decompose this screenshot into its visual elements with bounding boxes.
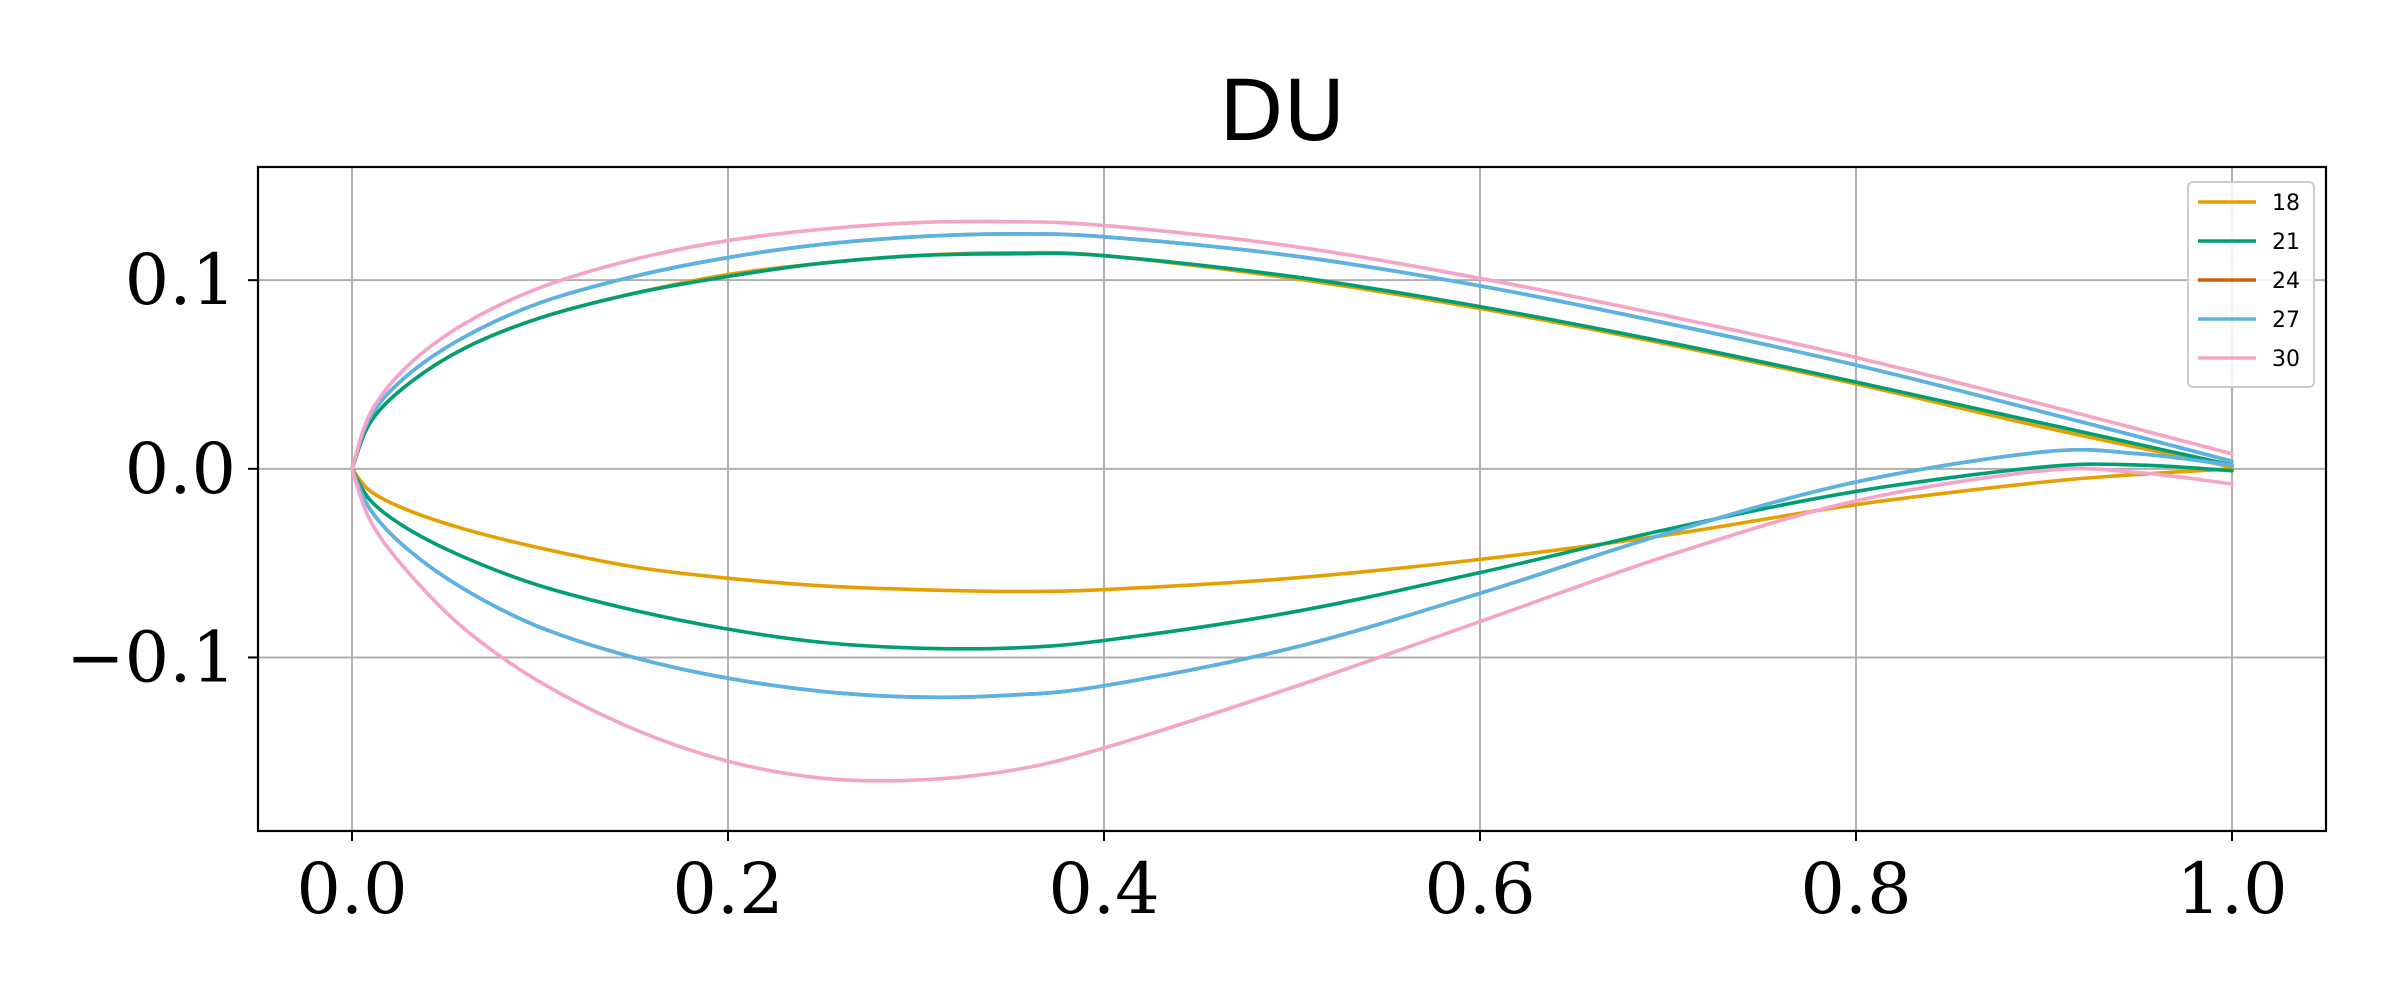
legend: 18 21 24 27 30: [2187, 181, 2315, 388]
legend-frame: [2187, 181, 2315, 388]
x-tick-label: 0.0: [296, 848, 407, 930]
legend-label-30: 30: [2272, 347, 2300, 372]
series-30-upper-line: [350, 219, 2234, 471]
legend-label-21: 21: [2272, 230, 2300, 255]
series-21: [350, 251, 2234, 651]
series-27-upper-line: [350, 232, 2234, 471]
series-30-lower-line: [350, 466, 2234, 783]
legend-label-24: 24: [2272, 269, 2300, 294]
x-tick-label: 0.2: [672, 848, 783, 930]
x-tick-label: 0.6: [1424, 848, 1535, 930]
legend-label-18: 18: [2272, 191, 2300, 216]
series-27: [350, 232, 2234, 700]
series-30: [350, 219, 2234, 783]
chart-title: DU: [1219, 62, 1345, 160]
y-tick-label: −0.1: [66, 616, 236, 698]
grid-lines: [258, 167, 2326, 831]
plot-area-frame: [256, 165, 2328, 833]
x-tick-label: 1.0: [2176, 848, 2287, 930]
series-lines: [350, 219, 2234, 783]
legend-label-27: 27: [2272, 308, 2300, 333]
x-axis: 0.0 0.2 0.4 0.6 0.8 1.0: [296, 831, 2288, 930]
y-tick-label: 0.0: [125, 428, 236, 510]
x-tick-label: 0.4: [1048, 848, 1159, 930]
series-21-lower-line: [350, 462, 2234, 651]
series-21-upper-line: [350, 251, 2234, 471]
y-tick-label: 0.1: [125, 239, 236, 321]
series-27-lower-line: [350, 447, 2234, 700]
series-18-lower-line: [350, 467, 2234, 594]
y-axis: −0.1 0.0 0.1: [66, 239, 258, 698]
x-tick-label: 0.8: [1800, 848, 1911, 930]
